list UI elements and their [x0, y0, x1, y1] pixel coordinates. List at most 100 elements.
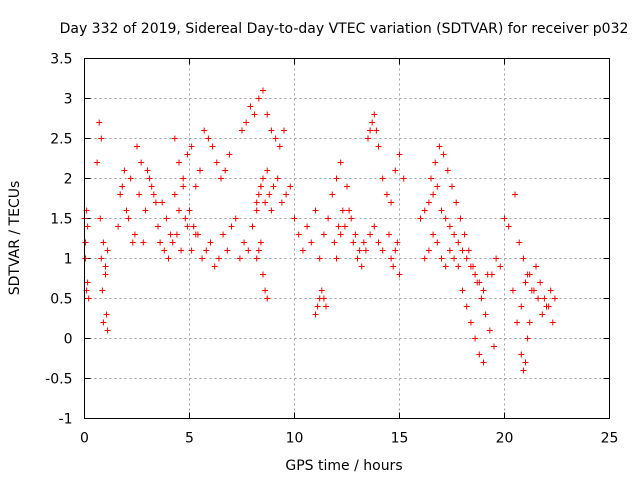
data-point: [369, 119, 376, 126]
x-tick-label: 25: [601, 431, 619, 447]
data-point: [119, 183, 126, 190]
data-point: [501, 215, 508, 222]
data-point: [442, 263, 449, 270]
data-point: [262, 199, 269, 206]
data-point: [142, 207, 149, 214]
data-point: [312, 207, 319, 214]
data-point: [371, 111, 378, 118]
data-point: [163, 215, 170, 222]
data-point: [213, 159, 220, 166]
data-point: [337, 159, 344, 166]
data-point: [102, 263, 109, 270]
data-point: [367, 127, 374, 134]
data-point: [335, 223, 342, 230]
data-point: [533, 263, 539, 270]
data-point: [337, 231, 344, 238]
data-point: [260, 87, 266, 94]
data-point: [547, 287, 554, 294]
y-tick-label: 2.5: [50, 132, 72, 148]
data-point: [211, 263, 218, 270]
data-point: [295, 231, 302, 238]
data-point: [281, 127, 287, 134]
data-point: [440, 151, 447, 158]
data-point: [493, 255, 500, 262]
data-point: [367, 231, 374, 238]
data-point: [459, 247, 466, 254]
data-point: [480, 287, 487, 294]
data-point: [146, 175, 153, 182]
data-point: [171, 191, 178, 198]
data-point: [480, 359, 487, 366]
data-point: [123, 207, 130, 214]
data-point: [253, 199, 260, 206]
data-point: [161, 247, 168, 254]
data-point: [127, 175, 134, 182]
y-tick-label: -0.5: [45, 372, 72, 388]
data-point: [438, 207, 445, 214]
data-point: [207, 239, 214, 246]
data-point: [432, 159, 439, 166]
data-point: [199, 255, 206, 262]
data-point: [486, 327, 493, 334]
data-point: [449, 183, 455, 190]
data-point: [518, 303, 525, 310]
data-point: [283, 191, 290, 198]
data-point: [434, 183, 441, 190]
data-point: [184, 223, 191, 230]
data-point: [365, 135, 371, 142]
data-point: [373, 127, 380, 134]
data-point: [276, 143, 283, 150]
data-point: [482, 311, 489, 318]
data-point: [138, 159, 145, 166]
data-point: [260, 271, 266, 278]
data-point: [379, 175, 386, 182]
data-point: [396, 271, 403, 278]
data-point: [264, 167, 271, 174]
data-point: [103, 311, 110, 318]
data-point: [144, 167, 151, 174]
data-point: [131, 231, 138, 238]
data-point: [325, 215, 332, 222]
data-point: [255, 95, 262, 102]
data-point: [180, 175, 187, 182]
data-point: [197, 167, 203, 174]
data-point: [287, 183, 294, 190]
data-point: [117, 191, 124, 198]
data-point: [400, 175, 407, 182]
data-point: [474, 279, 481, 286]
x-tick-label: 20: [496, 431, 514, 447]
data-point: [100, 239, 107, 246]
data-point: [451, 255, 458, 262]
data-point: [201, 127, 208, 134]
y-axis-label: SDTVAR / TECUs: [7, 181, 23, 296]
data-point: [180, 183, 187, 190]
data-point: [394, 239, 401, 246]
y-tick-label: -1: [59, 412, 73, 428]
data-point: [375, 143, 382, 150]
data-point: [497, 263, 504, 270]
data-point: [188, 247, 195, 254]
data-point: [205, 135, 212, 142]
data-point: [522, 359, 529, 366]
data-point: [255, 247, 262, 254]
data-point: [232, 215, 239, 222]
data-point: [228, 223, 235, 230]
data-point: [396, 151, 403, 158]
data-point: [291, 215, 298, 222]
data-point: [312, 311, 319, 318]
data-point: [272, 135, 279, 142]
data-point: [100, 319, 107, 326]
data-point: [434, 239, 441, 246]
data-point: [249, 223, 256, 230]
data-point: [444, 167, 451, 174]
data-point: [535, 295, 542, 302]
data-point: [470, 263, 476, 270]
data-point: [96, 119, 103, 126]
data-point: [176, 159, 182, 166]
data-point: [82, 239, 89, 246]
data-point: [509, 287, 516, 294]
data-point: [318, 287, 325, 294]
data-point: [184, 151, 191, 158]
y-tick-label: 1: [64, 252, 73, 268]
data-point: [446, 223, 453, 230]
